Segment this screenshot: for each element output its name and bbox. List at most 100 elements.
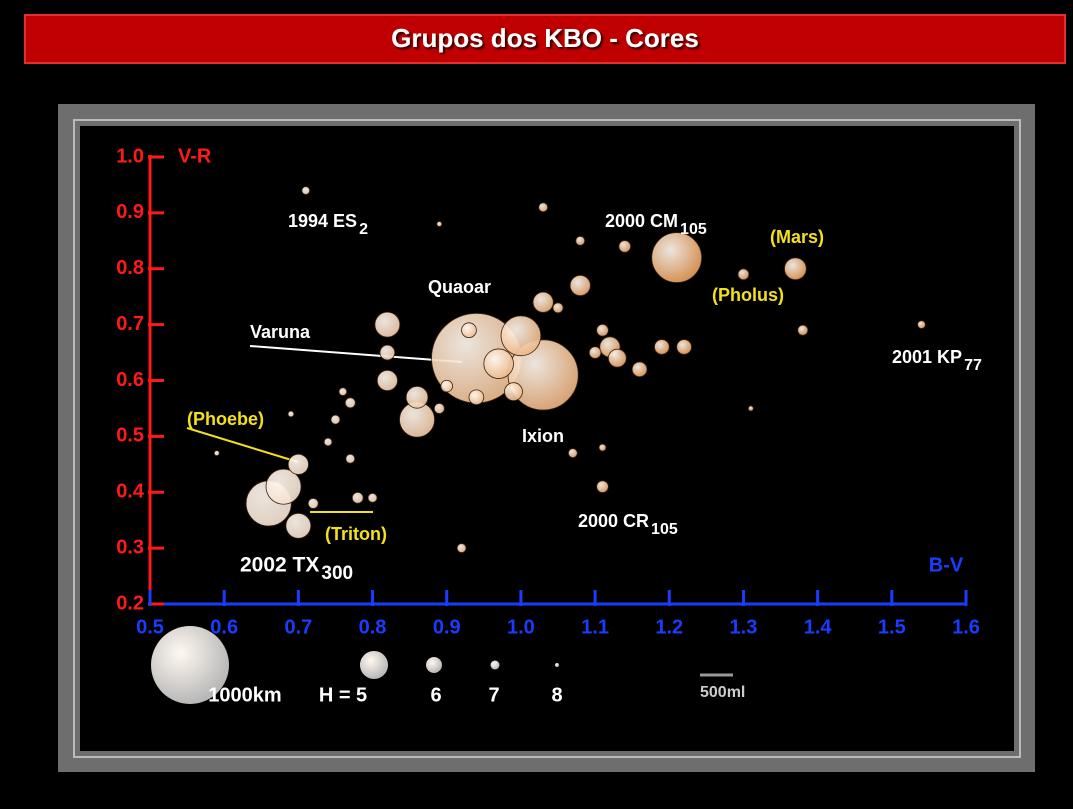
kbo-bubble — [588, 346, 602, 359]
kbo-bubble — [784, 257, 807, 281]
kbo-bubble — [538, 202, 549, 213]
kbo-bubble — [567, 448, 578, 459]
kbo-bubble — [598, 443, 607, 452]
annotation-subscript: 105 — [680, 221, 707, 238]
kbo-bubble — [323, 437, 333, 447]
y-tick-label: 0.8 — [116, 257, 144, 279]
kbo-bubble — [737, 268, 750, 281]
annotation: (Phoebe) — [187, 409, 264, 429]
kbo-bubble — [575, 235, 586, 246]
legend-bubble — [490, 660, 500, 670]
annotation: 2000 CR — [578, 511, 649, 531]
y-tick-label: 0.6 — [116, 369, 144, 391]
annotation: (Pholus) — [712, 285, 784, 305]
kbo-bubble — [301, 186, 311, 195]
kbo-bubble — [345, 453, 356, 464]
x-tick-label: 0.6 — [210, 616, 238, 638]
x-axis-label: B-V — [929, 554, 964, 576]
annotation: 2002 TX — [240, 554, 319, 577]
y-axis-label: V-R — [178, 145, 212, 167]
y-tick-label: 0.3 — [116, 536, 144, 558]
annotation-subscript: 105 — [651, 521, 678, 538]
y-tick-label: 0.5 — [116, 425, 144, 447]
kbo-bubble — [631, 361, 648, 378]
x-tick-label: 0.9 — [433, 616, 461, 638]
kbo-bubble — [330, 414, 341, 425]
x-tick-label: 0.5 — [136, 616, 164, 638]
kbo-bubble — [917, 320, 926, 329]
varuna-pointer — [249, 345, 463, 363]
kbo-bubble — [344, 397, 356, 409]
kbo-bubble — [379, 344, 396, 361]
kbo-bubble — [436, 221, 443, 227]
scale-label: 500ml — [700, 684, 745, 701]
y-tick-label: 0.2 — [116, 592, 144, 614]
kbo-bubble — [651, 232, 703, 283]
kbo-bubble — [456, 543, 467, 554]
kbo-bubble — [376, 369, 398, 392]
annotation-subscript: 77 — [964, 357, 982, 374]
legend-bubble — [359, 650, 389, 680]
annotation: 2001 KP — [892, 347, 962, 367]
legend-label: 6 — [430, 684, 441, 706]
legend-label: H = 5 — [319, 684, 367, 706]
plot-background — [80, 126, 1014, 751]
kbo-bubble — [607, 348, 627, 368]
legend-label: 8 — [551, 684, 562, 706]
kbo-bubble — [618, 240, 632, 253]
x-tick-label: 1.1 — [581, 616, 609, 638]
kbo-bubble — [440, 379, 453, 393]
legend-label: 1000km — [208, 684, 281, 706]
kbo-bubble — [483, 348, 514, 379]
slide-title: Grupos dos KBO - Cores — [391, 23, 699, 53]
kbo-bubble — [569, 274, 591, 297]
kbo-bubble — [287, 410, 295, 418]
legend-bubble — [151, 626, 229, 704]
kbo-bubble — [338, 387, 348, 396]
kbo-bubble — [654, 339, 670, 355]
kbo-bubble — [461, 322, 477, 339]
x-tick-label: 1.6 — [952, 616, 980, 638]
kbo-bubble — [351, 491, 364, 504]
kbo-bubble — [285, 512, 312, 539]
x-tick-label: 1.4 — [804, 616, 833, 638]
kbo-bubble — [747, 405, 754, 412]
kbo-bubble — [676, 339, 692, 355]
annotation: Ixion — [522, 426, 564, 446]
y-tick-label: 0.7 — [116, 313, 144, 335]
kbo-bubble — [532, 291, 554, 313]
x-tick-label: 1.0 — [507, 616, 535, 638]
annotation: 2000 CM — [605, 211, 678, 231]
annotation-subscript: 300 — [321, 563, 353, 584]
annotation: 1994 ES — [288, 211, 357, 231]
annotation: Quaoar — [428, 277, 491, 297]
kbo-bubble — [367, 492, 378, 503]
x-tick-label: 1.2 — [655, 616, 683, 638]
frame-inner — [73, 119, 1021, 758]
kbo-bubble — [596, 323, 609, 337]
kbo-bubble — [504, 382, 523, 402]
legend-label: 7 — [488, 684, 499, 706]
kbo-bubble — [468, 389, 485, 406]
legend-bubble — [426, 657, 442, 673]
kbo-bubble — [265, 468, 302, 505]
kbo-bubble — [213, 450, 220, 457]
kbo-bubble — [433, 402, 445, 414]
y-tick-label: 0.9 — [116, 201, 144, 223]
kbo-bubble — [552, 302, 564, 314]
phoebe-pointer — [186, 427, 299, 463]
kbo-bubble — [287, 453, 309, 475]
x-tick-label: 1.5 — [878, 616, 906, 638]
kbo-bubble — [307, 497, 319, 509]
legend-bubble — [555, 663, 559, 667]
kbo-bubble — [374, 311, 401, 338]
kbo-bubble — [405, 385, 429, 409]
x-tick-label: 0.7 — [284, 616, 312, 638]
y-tick-label: 0.4 — [116, 481, 145, 503]
title-bar — [24, 14, 1066, 64]
annotation-subscript: 2 — [359, 221, 368, 238]
annotation: (Triton) — [325, 524, 387, 544]
annotation: (Mars) — [770, 227, 824, 247]
